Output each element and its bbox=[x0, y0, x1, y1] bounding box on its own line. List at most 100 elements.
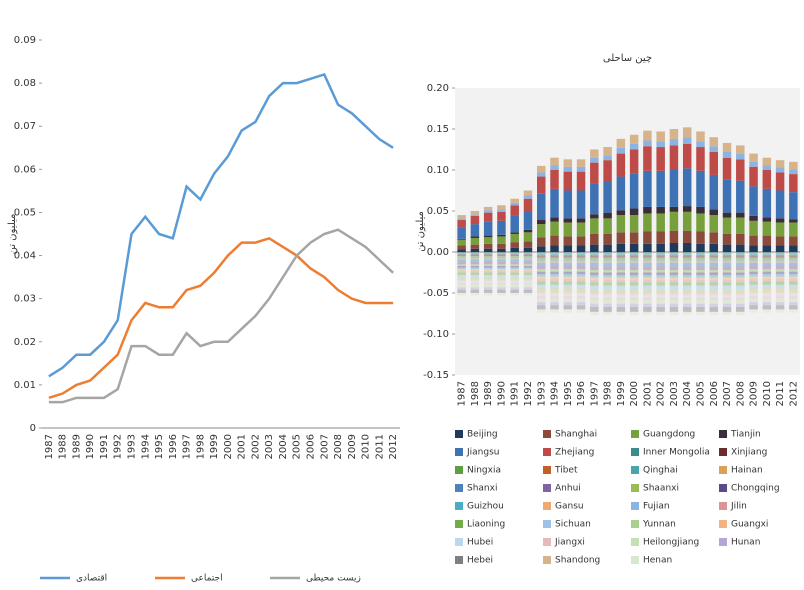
bar-segment bbox=[470, 272, 480, 275]
bar-segment bbox=[736, 261, 745, 263]
bar-segment bbox=[749, 296, 758, 299]
x-tick-label: 2001 bbox=[642, 381, 653, 406]
bar-segment bbox=[682, 285, 692, 290]
bar-segment bbox=[563, 284, 573, 289]
bar-segment bbox=[643, 260, 652, 262]
bar-segment bbox=[749, 279, 758, 282]
bar-segment bbox=[682, 282, 692, 286]
bar-segment bbox=[696, 294, 705, 298]
x-tick-label: 2012 bbox=[388, 434, 399, 459]
legend-item: Jilin bbox=[719, 502, 747, 512]
bar-segment bbox=[682, 292, 692, 295]
bar-segment bbox=[696, 231, 705, 244]
bar-segment bbox=[775, 284, 785, 289]
x-tick-label: 2005 bbox=[292, 434, 303, 459]
bar-segment bbox=[749, 284, 758, 289]
bar-segment bbox=[736, 289, 745, 293]
bar-segment bbox=[590, 214, 599, 219]
y-axis-label: میلیون تن bbox=[7, 214, 18, 255]
bar-segment bbox=[656, 257, 665, 260]
bar-segment bbox=[576, 293, 586, 297]
bar-segment bbox=[682, 306, 692, 312]
bar-segment bbox=[643, 266, 652, 271]
bar-segment bbox=[762, 262, 772, 266]
x-tick-label: 1992 bbox=[113, 434, 124, 459]
bar-segment bbox=[537, 252, 546, 256]
legend-item: Hebei bbox=[455, 556, 493, 566]
legend-label: Guizhou bbox=[467, 502, 504, 512]
bar-segment bbox=[563, 171, 573, 191]
bar-segment bbox=[775, 298, 785, 303]
bar-segment bbox=[550, 221, 559, 236]
bar-segment bbox=[643, 257, 652, 260]
bar-segment bbox=[709, 151, 718, 175]
bar-segment bbox=[736, 255, 745, 258]
bar-segment bbox=[682, 262, 692, 267]
bar-segment bbox=[682, 274, 692, 278]
bar-segment bbox=[629, 266, 639, 271]
bar-segment bbox=[643, 289, 652, 293]
bar-segment bbox=[457, 215, 466, 219]
bar-segment bbox=[576, 284, 586, 289]
legend-item: Shanxi bbox=[455, 484, 497, 494]
bar-segment bbox=[576, 298, 586, 303]
bar-segment bbox=[696, 257, 705, 260]
bar-segment bbox=[789, 245, 798, 252]
bar-segment bbox=[789, 259, 798, 261]
x-tick-label: 1987 bbox=[44, 434, 55, 459]
bar-segment bbox=[470, 224, 480, 237]
bar-segment bbox=[682, 260, 692, 262]
x-tick-label: 2004 bbox=[278, 434, 289, 459]
legend-label: Shaanxi bbox=[643, 484, 679, 494]
bar-segment bbox=[550, 269, 559, 272]
bar-segment bbox=[709, 260, 718, 262]
bar-segment bbox=[483, 274, 493, 278]
bar-segment bbox=[656, 294, 665, 298]
bar-segment bbox=[590, 306, 599, 312]
bar-segment bbox=[457, 269, 466, 271]
bar-segment bbox=[470, 261, 480, 265]
bar-segment bbox=[762, 296, 772, 299]
bar-segment bbox=[470, 280, 480, 284]
legend-item: Hubei bbox=[455, 538, 493, 548]
bar-segment bbox=[656, 289, 665, 293]
bar-segment bbox=[709, 209, 718, 216]
bar-segment bbox=[576, 274, 586, 277]
bar-segment bbox=[523, 283, 533, 285]
bar-segment bbox=[629, 257, 639, 260]
bar-segment bbox=[590, 297, 599, 301]
bar-segment bbox=[696, 270, 705, 273]
bar-segment bbox=[470, 265, 480, 268]
bar-segment bbox=[696, 277, 705, 280]
bar-segment bbox=[789, 290, 798, 293]
bar-segment bbox=[537, 260, 546, 262]
bar-segment bbox=[576, 190, 586, 219]
legend-swatch bbox=[543, 466, 551, 474]
bar-segment bbox=[709, 272, 718, 275]
bar-segment bbox=[736, 244, 745, 252]
legend-label: Hunan bbox=[731, 538, 760, 548]
bar-segment bbox=[457, 277, 466, 280]
bar-segment bbox=[510, 279, 519, 281]
bar-segment bbox=[616, 292, 626, 295]
bar-segment bbox=[497, 236, 506, 244]
bar-segment bbox=[736, 274, 745, 278]
bar-segment bbox=[656, 262, 665, 267]
bar-segment bbox=[749, 252, 758, 256]
bar-segment bbox=[457, 245, 466, 250]
chart-title: چین ساحلی bbox=[603, 53, 652, 64]
legend-item: Guizhou bbox=[455, 502, 504, 512]
bar-segment bbox=[736, 257, 745, 260]
x-tick-label: 2008 bbox=[333, 434, 344, 459]
bar-segment bbox=[497, 220, 506, 235]
bar-segment bbox=[457, 249, 466, 252]
bar-segment bbox=[775, 302, 785, 306]
legend-item: Shaanxi bbox=[631, 484, 679, 494]
bar-segment bbox=[537, 302, 546, 306]
bar-segment bbox=[457, 274, 466, 278]
bar-segment bbox=[709, 303, 718, 307]
bar-segment bbox=[590, 266, 599, 271]
bar-segment bbox=[457, 272, 466, 275]
bar-segment bbox=[470, 257, 480, 259]
